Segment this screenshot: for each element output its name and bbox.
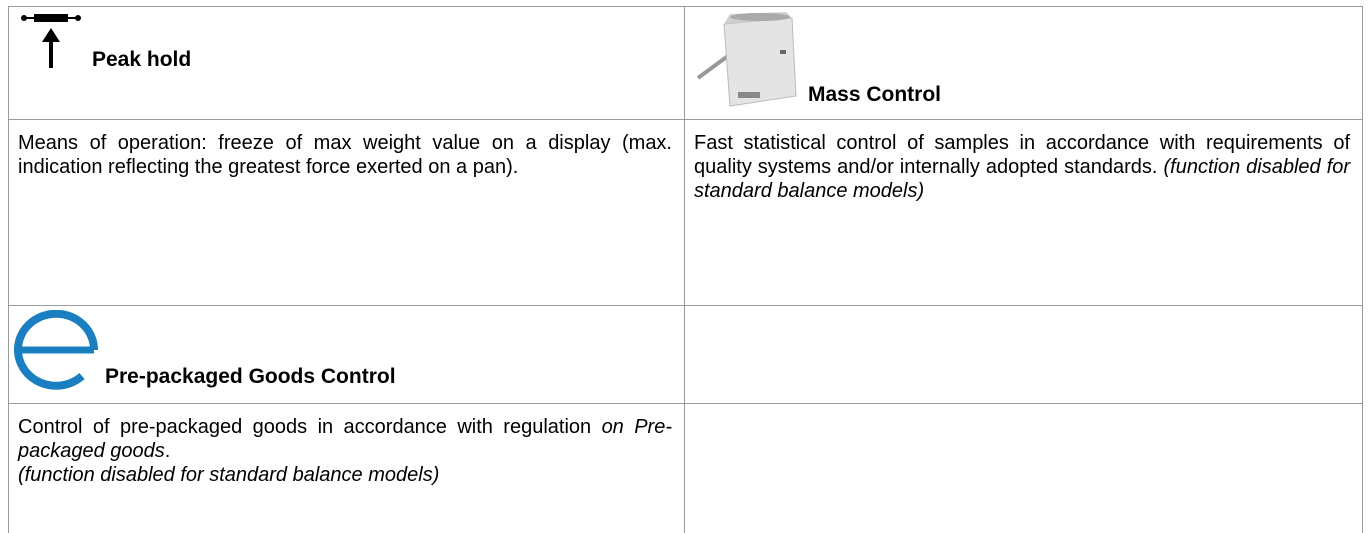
cell-text: Control of pre-packaged goods in accorda… xyxy=(18,415,672,487)
e-mark-icon xyxy=(14,310,98,390)
border-row xyxy=(8,305,1363,306)
border-middle xyxy=(684,6,685,533)
note: (function disabled for standard balance … xyxy=(18,464,440,486)
border-top xyxy=(8,6,1363,7)
mass-control-icon xyxy=(696,12,797,107)
border-row xyxy=(8,403,1363,404)
text: . xyxy=(164,440,171,462)
cell-text: Fast statistical control of samples in a… xyxy=(694,131,1350,203)
cell-title: Pre-packaged Goods Control xyxy=(105,365,396,388)
note: (function disabled for standard balance … xyxy=(694,156,1350,202)
peak-hold-icon xyxy=(21,14,81,68)
border-left xyxy=(8,6,9,533)
text: Fast statistical control of samples in a… xyxy=(694,132,1350,178)
emphasis: on Pre-packaged goods xyxy=(18,416,672,462)
cell-text: Means of operation: freeze of max weight… xyxy=(18,131,672,179)
border-right xyxy=(1362,6,1363,533)
border-row xyxy=(8,119,1363,120)
cell-title: Mass Control xyxy=(808,83,942,106)
cell-title: Peak hold xyxy=(92,48,192,71)
text: Means of operation: freeze of max weight… xyxy=(18,132,672,178)
text: Control of pre-packaged goods in accorda… xyxy=(18,416,592,438)
